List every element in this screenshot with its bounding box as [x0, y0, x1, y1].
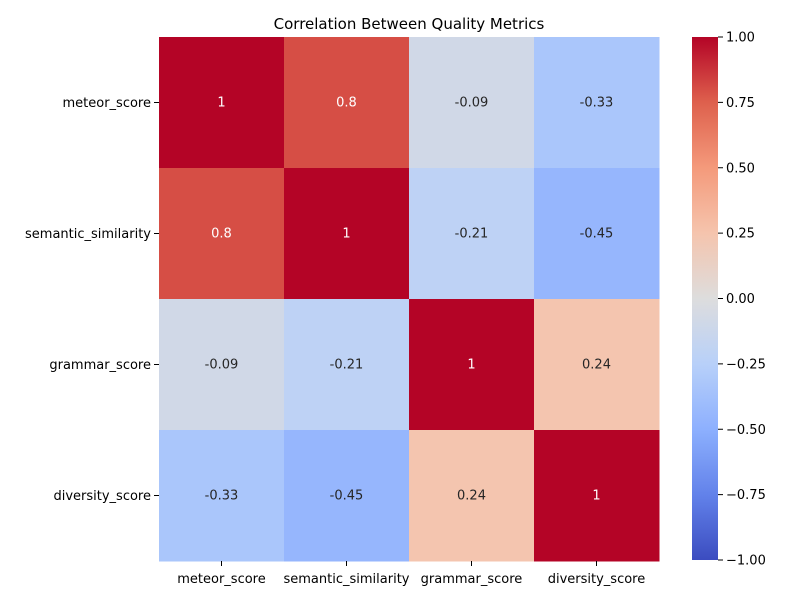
heatmap-cell-r1-c1	[284, 168, 410, 300]
heatmap-cell-r0-c3	[534, 37, 660, 169]
cell-annotation-r0-c1: 0.8	[336, 96, 357, 111]
row-labels: meteor_score semantic_similarity grammar_s…	[25, 96, 159, 504]
colorbar-tick-label-7: −0.75	[726, 488, 766, 503]
heatmap-cell-r3-c2	[409, 430, 535, 562]
colorbar-tick-label-4: 0.00	[726, 292, 755, 307]
heatmap-cell-r2-c2	[409, 299, 535, 431]
heatmap-cell-r2-c0	[159, 299, 285, 431]
colorbar-tick-label-8: −1.00	[726, 554, 766, 569]
colorbar-tick-label-0: 1.00	[726, 31, 755, 46]
cell-annotation-r3-c3: 1	[592, 489, 600, 504]
heatmap-cell-r1-c3	[534, 168, 660, 300]
cell-annotation-r1-c0: 0.8	[211, 227, 232, 242]
cell-annotation-r3-c2: 0.24	[457, 489, 486, 504]
cell-annotation-r0-c0: 1	[217, 96, 225, 111]
colorbar-tick-label-2: 0.50	[726, 161, 755, 176]
colorbar-tick-label-3: 0.25	[726, 227, 755, 242]
cell-annotation-r3-c0: -0.33	[205, 489, 239, 504]
heatmap-cell-r0-c0	[159, 37, 285, 169]
cell-annotation-r2-c2: 1	[467, 358, 475, 373]
cell-annotation-r0-c3: -0.33	[580, 96, 614, 111]
cell-annotation-r1-c1: 1	[342, 227, 350, 242]
heatmap-cell-r3-c3	[534, 430, 660, 562]
colorbar-tick-label-1: 0.75	[726, 96, 755, 111]
row-label-3: diversity_score	[53, 489, 151, 504]
column-label-0: meteor_score	[177, 572, 266, 587]
heatmap-cell-r2-c3	[534, 299, 660, 431]
column-labels: meteor_score semantic_similarity grammar_s…	[177, 561, 645, 587]
cell-annotation-r2-c0: -0.09	[205, 358, 239, 373]
column-label-1: semantic_similarity	[284, 572, 410, 587]
cell-annotation-r2-c3: 0.24	[582, 358, 611, 373]
heatmap-cell-r0-c2	[409, 37, 535, 169]
row-label-2: grammar_score	[49, 358, 151, 373]
row-label-1: semantic_similarity	[25, 227, 151, 242]
cell-annotations: 1 0.8 -0.09 -0.33 0.8 1 -0.21 -0.45 -0.09 -0.21 1 0…	[205, 96, 614, 504]
row-label-0: meteor_score	[63, 96, 152, 111]
heatmap-cell-r0-c1	[284, 37, 410, 169]
cell-annotation-r3-c1: -0.45	[330, 489, 364, 504]
column-label-3: diversity_score	[548, 572, 646, 587]
column-label-2: grammar_score	[421, 572, 523, 587]
heatmap-cell-r1-c0	[159, 168, 285, 300]
heatmap-cell-r3-c0	[159, 430, 285, 562]
heatmap-cell-r1-c2	[409, 168, 535, 300]
heatmap-cell-r3-c1	[284, 430, 410, 562]
cell-annotation-r1-c2: -0.21	[455, 227, 489, 242]
heatmap-cells	[159, 37, 660, 562]
colorbar-tick-label-6: −0.50	[726, 423, 766, 438]
cell-annotation-r1-c3: -0.45	[580, 227, 614, 242]
cell-annotation-r2-c1: -0.21	[330, 358, 364, 373]
cell-annotation-r0-c2: -0.09	[455, 96, 489, 111]
heatmap-cell-r2-c1	[284, 299, 410, 431]
colorbar	[692, 37, 718, 560]
colorbar-tick-label-5: −0.25	[726, 357, 766, 372]
colorbar-ticks: 1.00 0.75 0.50 0.25 0.00 −0.25 −0.50 −0.75 −1.00	[718, 31, 766, 569]
chart-title: Correlation Between Quality Metrics	[274, 15, 545, 33]
